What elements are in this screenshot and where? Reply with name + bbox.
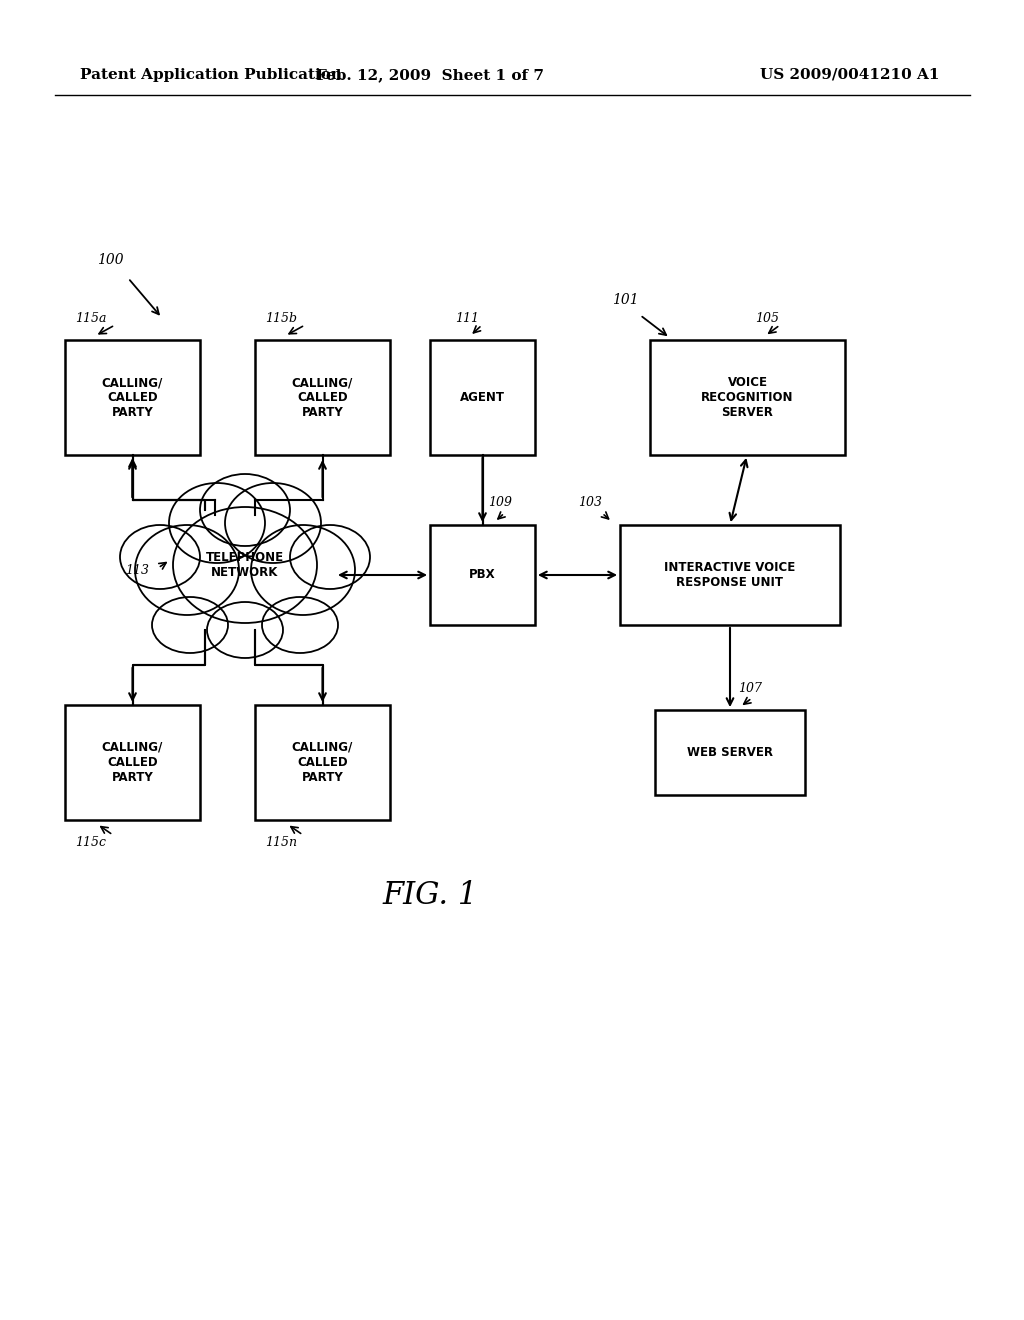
Text: Patent Application Publication: Patent Application Publication: [80, 69, 342, 82]
Text: CALLING/
CALLED
PARTY: CALLING/ CALLED PARTY: [101, 741, 163, 784]
Text: 105: 105: [755, 312, 779, 325]
Bar: [430, 341, 535, 455]
Text: Feb. 12, 2009  Sheet 1 of 7: Feb. 12, 2009 Sheet 1 of 7: [316, 69, 544, 82]
Bar: [255, 341, 390, 455]
Text: VOICE
RECOGNITION
SERVER: VOICE RECOGNITION SERVER: [701, 376, 794, 418]
Bar: [65, 341, 200, 455]
Text: CALLING/
CALLED
PARTY: CALLING/ CALLED PARTY: [292, 376, 353, 418]
Text: 101: 101: [611, 293, 638, 308]
Ellipse shape: [290, 525, 370, 589]
Bar: [255, 705, 390, 820]
Text: 107: 107: [738, 681, 762, 694]
Ellipse shape: [200, 474, 290, 546]
Bar: [620, 525, 840, 624]
Bar: [655, 710, 805, 795]
Text: 115c: 115c: [75, 836, 106, 849]
Text: PBX: PBX: [469, 569, 496, 582]
Text: WEB SERVER: WEB SERVER: [687, 746, 773, 759]
Bar: [430, 525, 535, 624]
Ellipse shape: [262, 597, 338, 653]
Text: CALLING/
CALLED
PARTY: CALLING/ CALLED PARTY: [292, 741, 353, 784]
Text: 111: 111: [455, 312, 479, 325]
Ellipse shape: [120, 525, 200, 589]
Text: 113: 113: [125, 564, 150, 577]
Text: 115n: 115n: [265, 836, 297, 849]
Text: 103: 103: [578, 496, 602, 510]
Text: INTERACTIVE VOICE
RESPONSE UNIT: INTERACTIVE VOICE RESPONSE UNIT: [665, 561, 796, 589]
Ellipse shape: [135, 525, 239, 615]
Text: 100: 100: [96, 253, 123, 267]
Text: AGENT: AGENT: [460, 391, 505, 404]
Bar: [65, 705, 200, 820]
Ellipse shape: [173, 507, 317, 623]
Ellipse shape: [225, 483, 321, 564]
Ellipse shape: [251, 525, 355, 615]
Ellipse shape: [169, 483, 265, 564]
Ellipse shape: [207, 602, 283, 657]
Ellipse shape: [152, 597, 228, 653]
Text: TELEPHONE
NETWORK: TELEPHONE NETWORK: [206, 550, 284, 579]
Text: 109: 109: [488, 496, 512, 510]
Text: 115b: 115b: [265, 312, 297, 325]
Text: FIG. 1: FIG. 1: [382, 879, 477, 911]
Bar: [650, 341, 845, 455]
Text: 115a: 115a: [75, 312, 106, 325]
Text: US 2009/0041210 A1: US 2009/0041210 A1: [761, 69, 940, 82]
Text: CALLING/
CALLED
PARTY: CALLING/ CALLED PARTY: [101, 376, 163, 418]
